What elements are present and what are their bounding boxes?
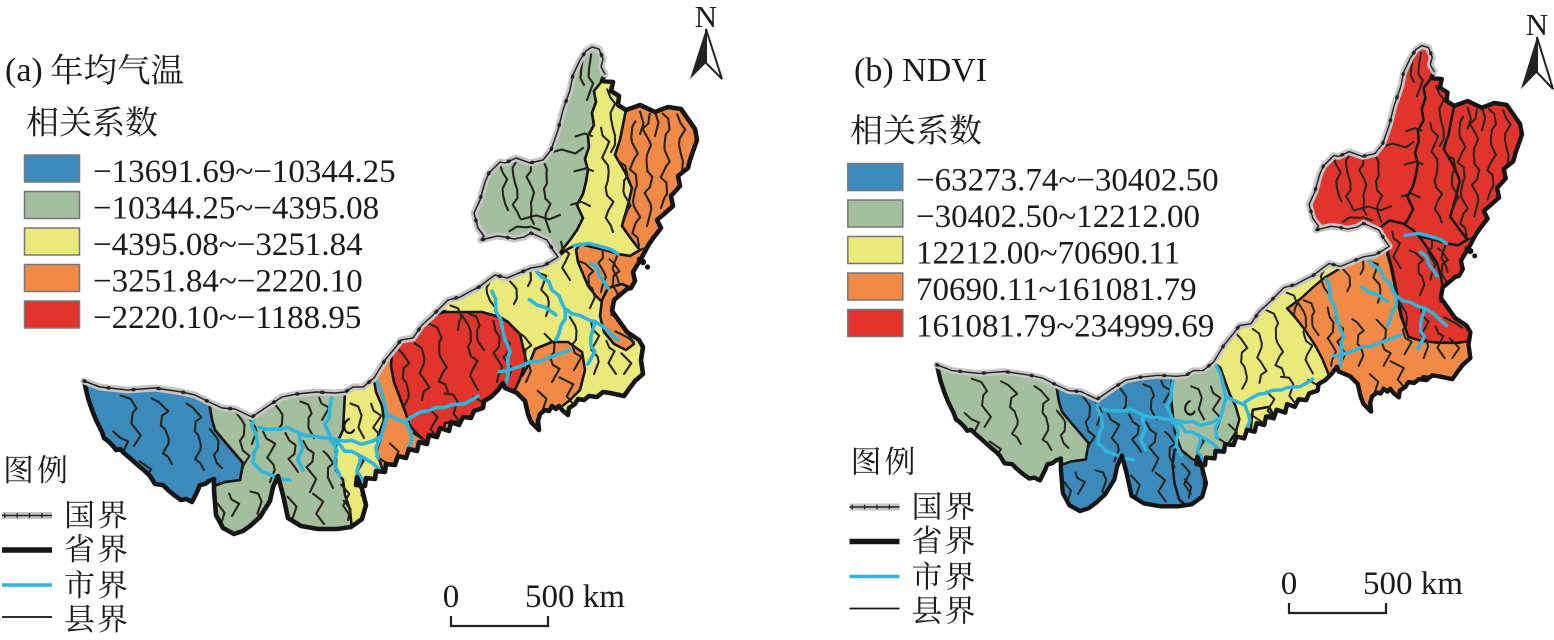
svg-text:−30402.50~12212.00: −30402.50~12212.00 [916, 199, 1200, 235]
svg-text:0: 0 [443, 579, 460, 615]
svg-text:161081.79~234999.69: 161081.79~234999.69 [916, 309, 1214, 345]
svg-text:N: N [695, 0, 717, 34]
svg-text:0: 0 [1281, 566, 1298, 602]
svg-text:70690.11~161081.79: 70690.11~161081.79 [916, 272, 1197, 308]
svg-text:−2220.10~−1188.95: −2220.10~−1188.95 [93, 300, 361, 336]
svg-text:−10344.25~−4395.08: −10344.25~−4395.08 [93, 191, 379, 227]
svg-text:(b) NDVI: (b) NDVI [854, 52, 987, 89]
svg-text:−13691.69~−10344.25: −13691.69~−10344.25 [93, 154, 396, 190]
svg-text:N: N [1526, 7, 1548, 42]
svg-text:−63273.74~−30402.50: −63273.74~−30402.50 [916, 163, 1219, 199]
svg-text:−4395.08~−3251.84: −4395.08~−3251.84 [93, 227, 363, 263]
svg-text:500 km: 500 km [1363, 566, 1463, 602]
svg-text:500 km: 500 km [525, 579, 625, 615]
svg-text:12212.00~70690.11: 12212.00~70690.11 [916, 236, 1180, 272]
svg-text:−3251.84~−2220.10: −3251.84~−2220.10 [93, 264, 363, 300]
svg-text:(a): (a) [5, 52, 43, 89]
